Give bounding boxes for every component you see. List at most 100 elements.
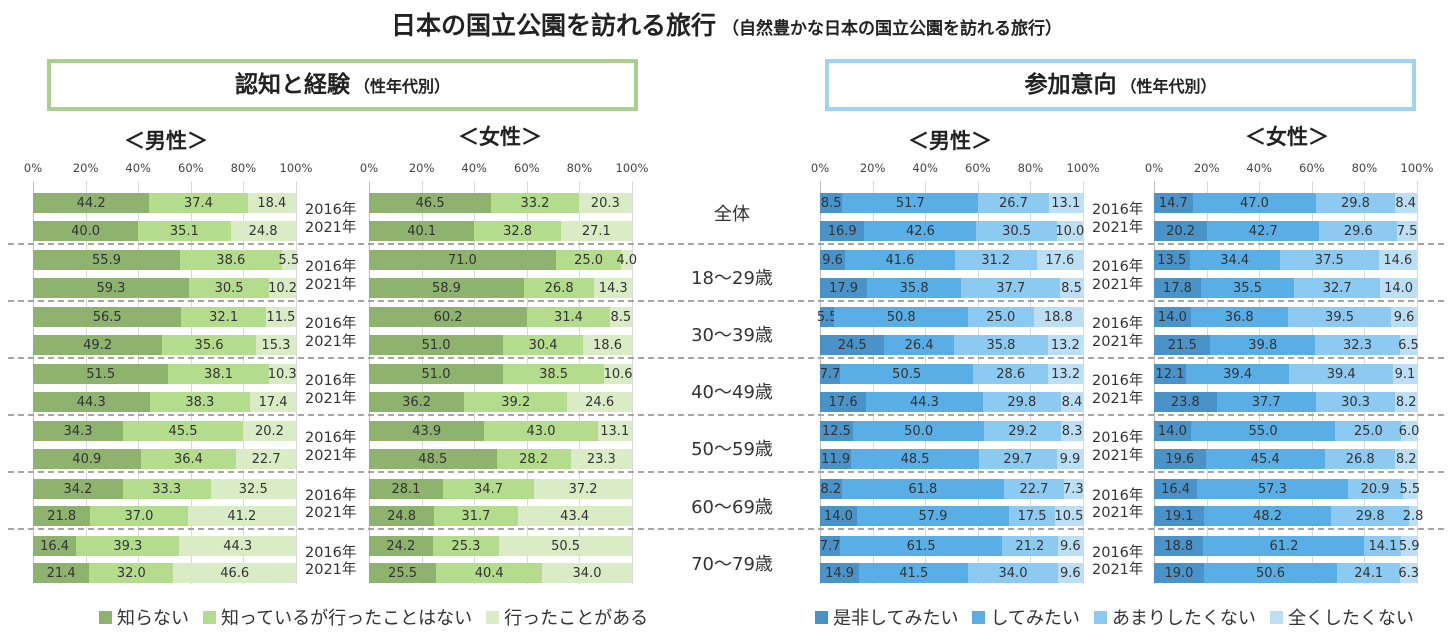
data-label: 39.4 <box>1326 366 1356 382</box>
panel-subtitle-intention-text: （性年代別） <box>1120 77 1217 96</box>
bar-segment: 24.2 <box>369 536 433 556</box>
category-separator <box>8 528 1444 530</box>
data-label: 8.2 <box>1395 394 1417 410</box>
bar-row: 20.2 42.7 29.6 7.5 <box>1154 221 1417 241</box>
data-label: 45.5 <box>168 423 198 439</box>
x-tick-label: 0% <box>23 161 43 175</box>
data-label: 40.0 <box>71 223 101 239</box>
data-label: 21.4 <box>46 565 76 581</box>
bar-segment: 51.7 <box>842 193 979 213</box>
data-label: 29.8 <box>1007 394 1037 410</box>
bar-segment: 16.9 <box>820 221 865 241</box>
data-label: 50.0 <box>904 423 934 439</box>
data-label: 14.7 <box>1158 195 1188 211</box>
data-label: 40.1 <box>407 223 437 239</box>
bar-segment: 32.5 <box>210 479 296 499</box>
year-label-2016: 2016年 <box>305 316 357 332</box>
bar-segment: 46.6 <box>173 563 296 583</box>
bar-segment: 37.4 <box>149 193 248 213</box>
data-label: 28.6 <box>996 366 1026 382</box>
bar-segment: 29.7 <box>978 449 1057 469</box>
bar-segment: 28.1 <box>369 479 443 499</box>
bar-segment: 34.7 <box>442 479 535 499</box>
data-label: 24.1 <box>1354 565 1384 581</box>
group-label-intention-male: ＜男性＞ <box>908 129 992 153</box>
data-label: 25.0 <box>986 309 1016 325</box>
legend-swatch-known-not-visited <box>203 610 216 624</box>
bar-row: 14.0 55.0 25.0 6.0 <box>1154 421 1419 441</box>
data-label: 12.1 <box>1155 366 1185 382</box>
group-label-intention-female: ＜女性＞ <box>1245 125 1329 149</box>
data-label: 51.0 <box>421 337 451 353</box>
data-label: 19.0 <box>1164 565 1194 581</box>
data-label: 32.3 <box>1343 337 1372 353</box>
bar-row: 19.0 50.6 24.1 6.3 <box>1154 563 1419 583</box>
bar-row: 21.4 32.0 46.6 <box>33 563 296 583</box>
bar-segment: 16.4 <box>33 536 77 556</box>
data-label: 43.9 <box>412 423 442 439</box>
data-label: 7.3 <box>1063 481 1084 497</box>
bar-segment: 28.6 <box>973 364 1049 384</box>
bar-row: 19.6 45.4 26.8 8.2 <box>1154 449 1417 469</box>
legend-swatch-unknown <box>99 610 112 624</box>
data-label: 37.2 <box>568 481 598 497</box>
data-label: 35.6 <box>194 337 224 353</box>
bar-segment: 29.8 <box>982 392 1061 412</box>
bar-segment: 31.2 <box>954 250 1037 270</box>
data-label: 10.6 <box>603 366 633 382</box>
data-label: 38.3 <box>185 394 215 410</box>
bar-segment: 9.6 <box>1057 536 1083 556</box>
bar-segment: 8.5 <box>1060 278 1083 298</box>
x-tick-label: 0% <box>1144 161 1164 175</box>
bar-segment: 32.7 <box>1294 278 1381 298</box>
bar-segment: 7.7 <box>820 536 840 556</box>
year-label-2016: 2016年 <box>305 373 357 389</box>
bar-segment: 61.2 <box>1203 536 1365 556</box>
bar-segment: 30.5 <box>188 278 270 298</box>
bar-segment: 13.1 <box>1048 193 1083 213</box>
bar-row: 7.7 50.5 28.6 13.2 <box>820 364 1083 384</box>
year-label-2021: 2021年 <box>1092 391 1144 407</box>
data-label: 9.6 <box>1059 565 1081 581</box>
year-label-2016: 2016年 <box>305 430 357 446</box>
legend-label-known-not-visited: 知っているが行ったことはない <box>221 608 473 629</box>
x-tick-label: 20% <box>72 161 99 175</box>
bar-segment: 55.0 <box>1190 421 1336 441</box>
data-label: 34.3 <box>63 423 93 439</box>
bar-segment: 40.4 <box>436 563 543 583</box>
legend-label-not-really: あまりしたくない <box>1111 608 1256 629</box>
panel-title-awareness: 認知と経験 （性年代別） <box>47 59 638 111</box>
data-label: 39.5 <box>1325 309 1354 325</box>
data-label: 14.0 <box>1157 423 1187 439</box>
bar-segment: 6.3 <box>1398 563 1419 583</box>
data-label: 8.4 <box>1061 394 1083 410</box>
bar-segment: 7.7 <box>820 364 840 384</box>
year-label-2016: 2016年 <box>305 545 357 561</box>
bar-row: 25.5 40.4 34.0 <box>369 563 632 583</box>
bar-segment: 40.1 <box>369 221 475 241</box>
bar-row: 17.8 35.5 32.7 14.0 <box>1154 278 1417 298</box>
category-separator <box>8 243 1444 245</box>
bar-row: 34.3 45.5 20.2 <box>33 421 296 441</box>
data-label: 18.8 <box>1164 538 1194 554</box>
legend-label-unknown: 知らない <box>117 608 189 629</box>
bar-row: 48.5 28.2 23.3 <box>369 449 632 469</box>
data-label: 24.5 <box>837 337 867 353</box>
bar-segment: 44.3 <box>866 392 983 412</box>
data-label: 24.8 <box>248 223 278 239</box>
year-label-2021: 2021年 <box>305 334 357 350</box>
bar-segment: 50.6 <box>1203 563 1338 583</box>
bar-segment: 57.3 <box>1197 479 1348 499</box>
data-label: 44.3 <box>223 538 253 554</box>
gridline <box>1083 181 1084 584</box>
data-label: 21.5 <box>1167 337 1197 353</box>
bar-segment: 40.0 <box>33 221 139 241</box>
bar-row: 28.1 34.7 37.2 <box>369 479 632 499</box>
bar-row: 44.2 37.4 18.4 <box>33 193 296 213</box>
bar-segment: 35.8 <box>867 278 962 298</box>
x-tick-label: 100% <box>1066 161 1100 175</box>
bar-segment: 57.9 <box>856 506 1010 526</box>
data-label: 26.8 <box>1345 451 1375 467</box>
bar-segment: 37.7 <box>961 278 1061 298</box>
data-label: 17.9 <box>829 280 858 296</box>
